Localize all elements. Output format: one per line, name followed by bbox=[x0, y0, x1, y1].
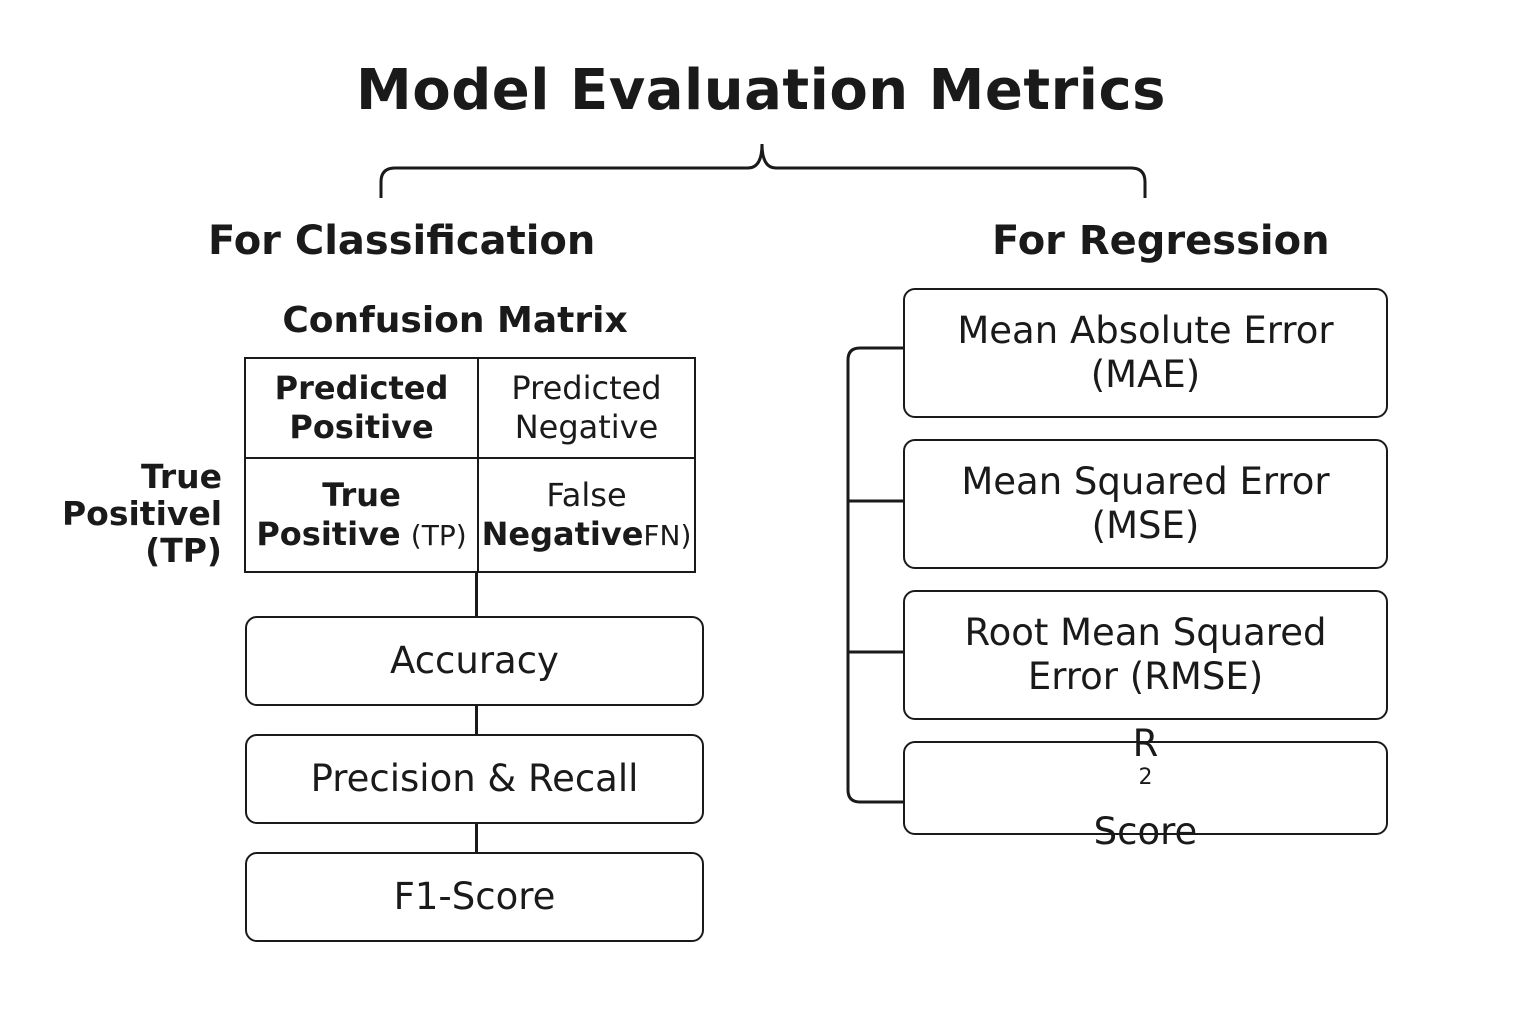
confusion-matrix: Predicted Positive Predicted Negative Tr… bbox=[244, 357, 696, 573]
connector-line bbox=[475, 704, 478, 736]
cell-line: Predicted bbox=[511, 369, 662, 407]
connector-line bbox=[475, 572, 478, 618]
row-label-line: Positivel bbox=[62, 494, 223, 533]
metric-mae: Mean Absolute Error (MAE) bbox=[903, 288, 1388, 418]
matrix-cell-true-positive: True Positive (TP) bbox=[246, 459, 477, 571]
cell-abbreviation: FN) bbox=[643, 518, 692, 552]
matrix-divider-vertical bbox=[477, 359, 479, 571]
cell-term: Positive bbox=[256, 514, 401, 553]
metric-label-line: Mean Squared Error bbox=[961, 460, 1330, 503]
matrix-row-label: True Positivel (TP) bbox=[62, 458, 222, 569]
cell-line: False bbox=[546, 475, 627, 514]
row-label-line: True bbox=[140, 457, 222, 496]
confusion-matrix-heading: Confusion Matrix bbox=[282, 300, 628, 341]
metric-label-line: Root Mean Squared bbox=[964, 611, 1327, 654]
connector-line bbox=[475, 822, 478, 854]
r2-superscript: 2 bbox=[1138, 765, 1153, 790]
metric-label: Precision & Recall bbox=[310, 757, 639, 800]
r2-base: R bbox=[1132, 722, 1159, 765]
metric-label-line: Mean Absolute Error bbox=[957, 309, 1334, 352]
metric-label: Accuracy bbox=[390, 639, 559, 682]
diagram-title: Model Evaluation Metrics bbox=[356, 58, 1166, 123]
cell-line: Positive bbox=[289, 408, 434, 446]
metric-rmse: Root Mean Squared Error (RMSE) bbox=[903, 590, 1388, 720]
metric-label-line: (MSE) bbox=[1091, 504, 1200, 547]
cell-line: Predicted bbox=[274, 369, 449, 407]
regression-bracket bbox=[846, 346, 904, 804]
r2-suffix: Score bbox=[1093, 810, 1198, 853]
matrix-header-predicted-negative: Predicted Negative bbox=[479, 359, 694, 457]
metric-label-line: (MAE) bbox=[1090, 353, 1201, 396]
metric-mse: Mean Squared Error (MSE) bbox=[903, 439, 1388, 569]
cell-term: Negative bbox=[481, 514, 644, 553]
cell-line: True bbox=[322, 475, 401, 514]
metric-label-line: Error (RMSE) bbox=[1027, 655, 1264, 698]
classification-heading: For Classification bbox=[208, 218, 596, 264]
regression-heading: For Regression bbox=[992, 218, 1330, 264]
matrix-header-predicted-positive: Predicted Positive bbox=[246, 359, 477, 457]
top-brace bbox=[379, 143, 1147, 198]
matrix-divider-horizontal bbox=[246, 457, 694, 459]
matrix-cell-false-negative: False NegativeFN) bbox=[479, 459, 694, 571]
row-label-line: (TP) bbox=[145, 531, 222, 570]
cell-abbreviation: (TP) bbox=[410, 518, 467, 552]
metric-precision-recall: Precision & Recall bbox=[245, 734, 704, 824]
cell-line: Negative bbox=[514, 408, 659, 446]
metric-accuracy: Accuracy bbox=[245, 616, 704, 706]
metric-label: F1-Score bbox=[393, 875, 556, 918]
metric-f1-score: F1-Score bbox=[245, 852, 704, 942]
